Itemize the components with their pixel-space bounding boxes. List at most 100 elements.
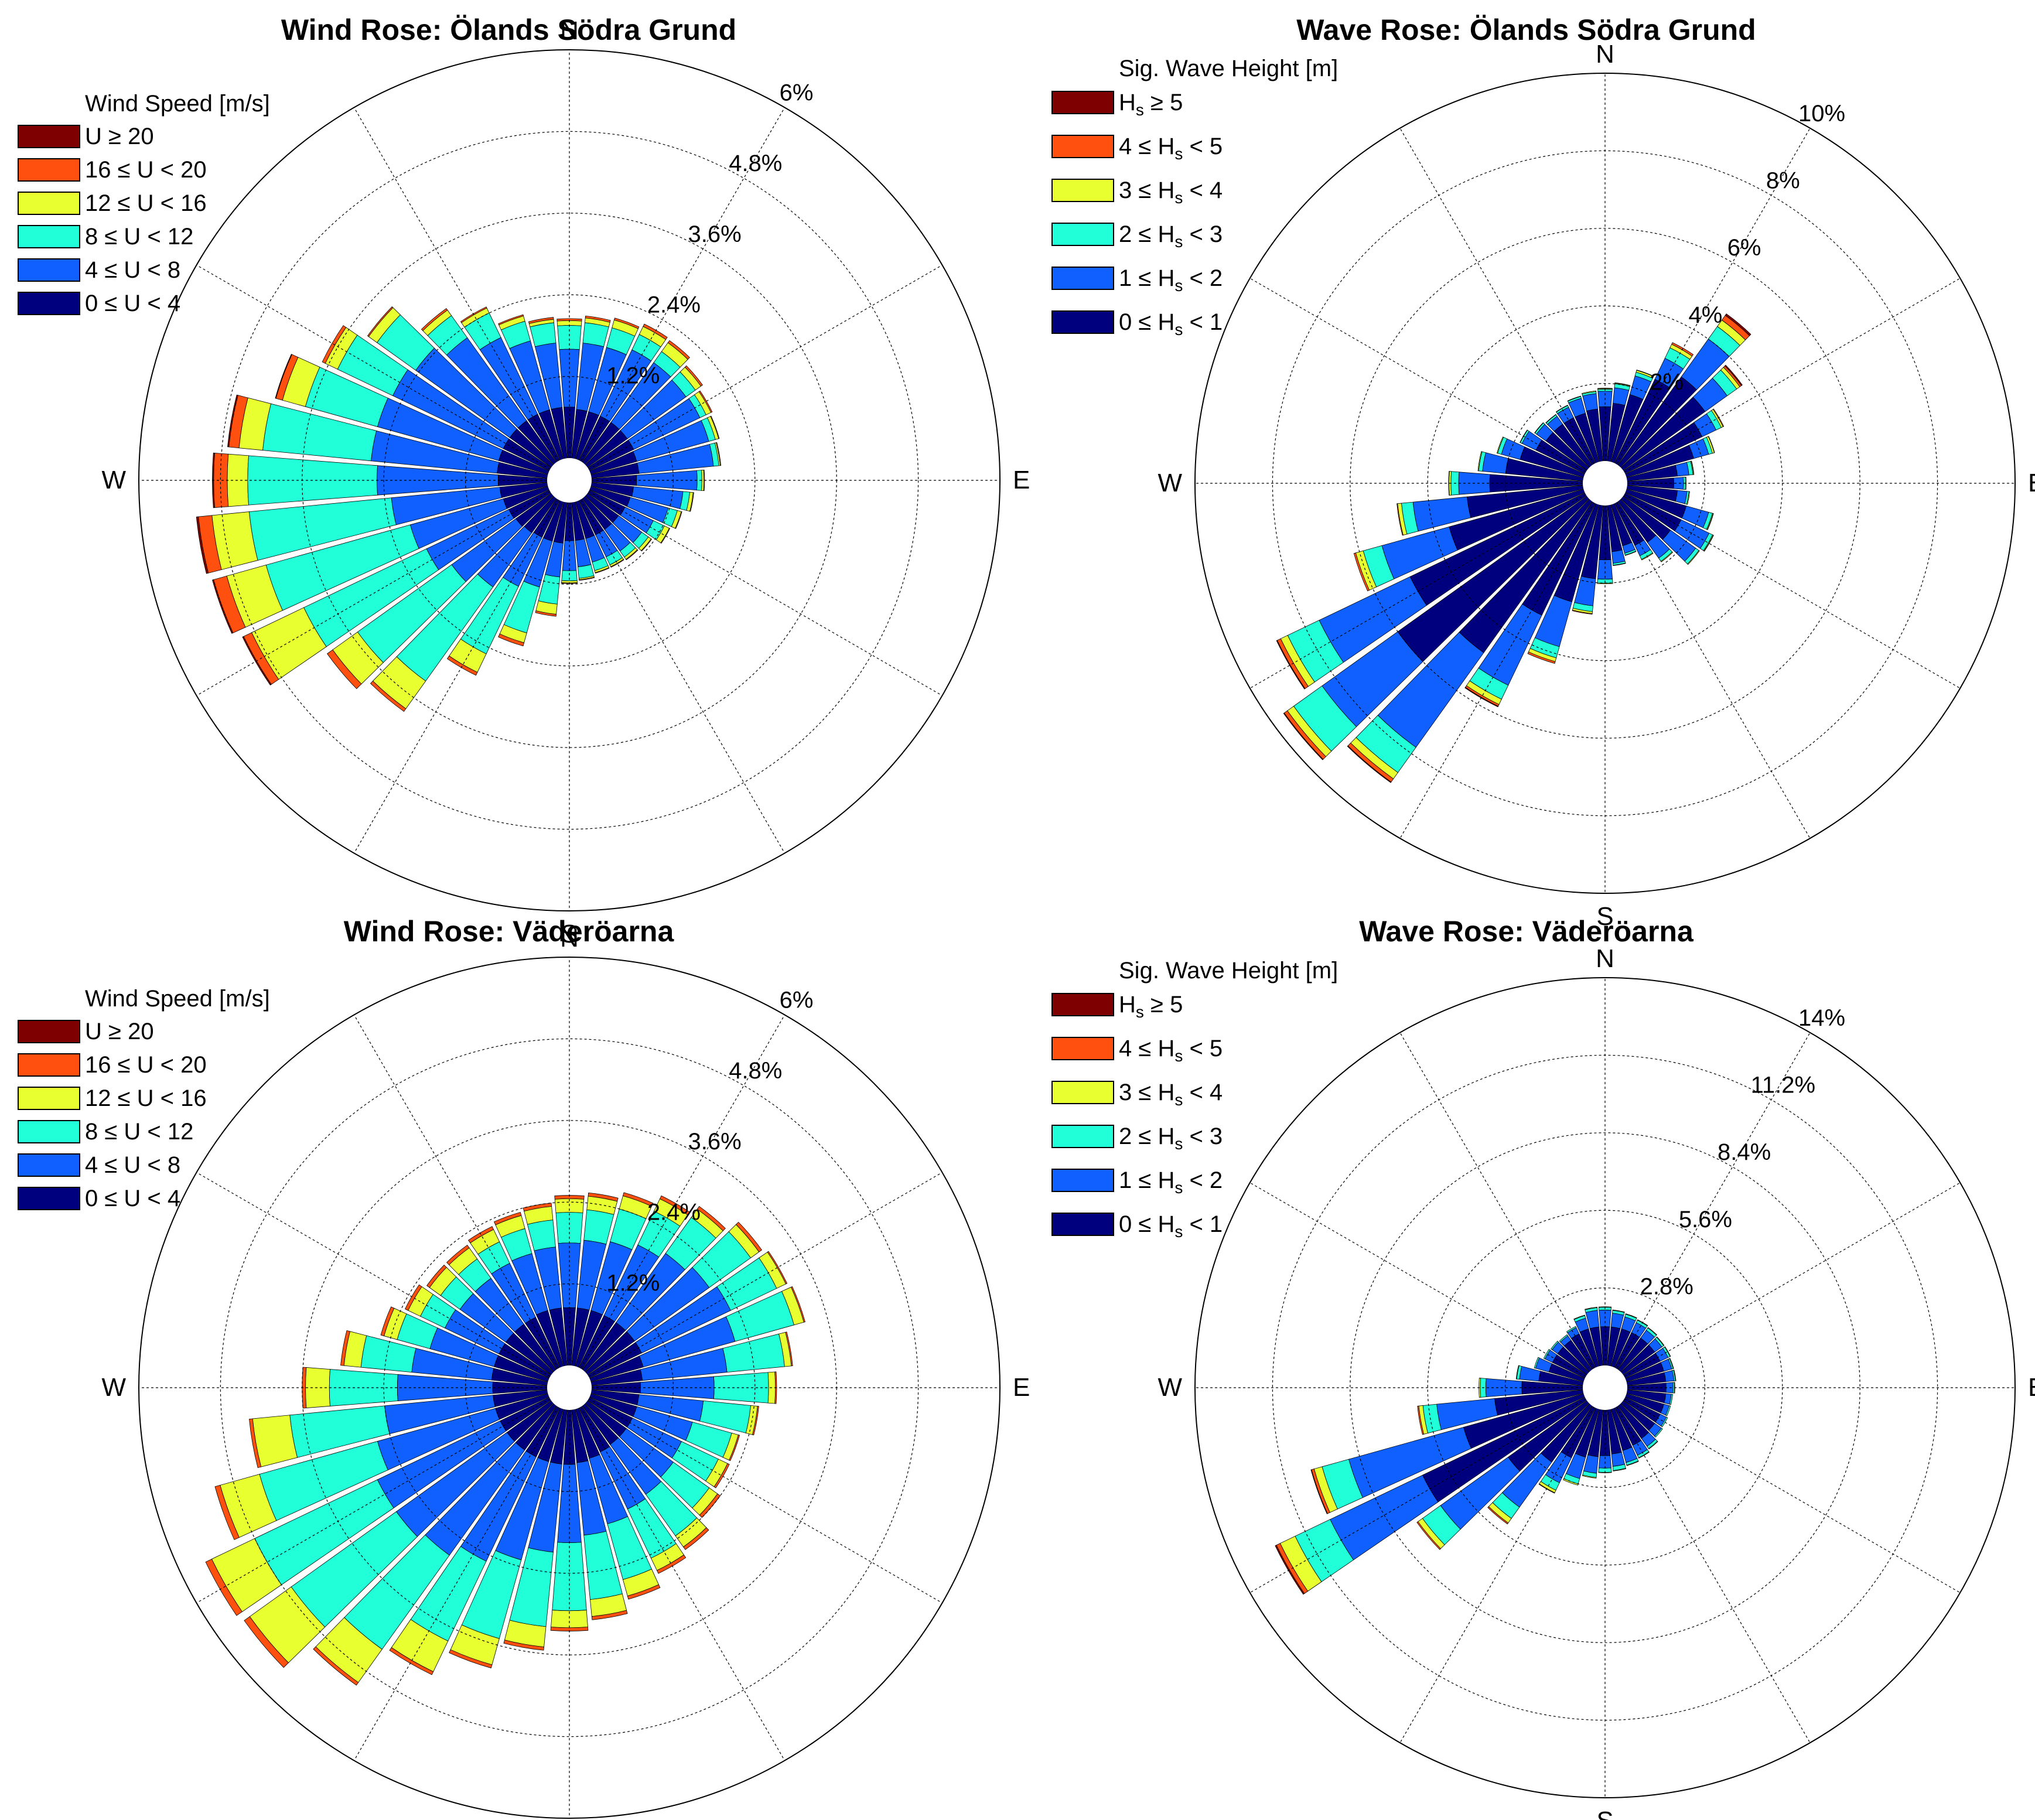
legend-label-text: 4 ≤ <box>1119 1036 1158 1061</box>
wave-rose-chart: 2.8% 5.6% 8.4% 11.2% 14% N E S W <box>1158 944 2035 1820</box>
legend-swatch <box>18 1053 80 1077</box>
legend-label-suffix: < 4 <box>1183 177 1223 203</box>
rose-sector <box>1611 1452 1626 1467</box>
center-hole <box>547 1365 592 1410</box>
legend-swatch <box>1051 1125 1114 1148</box>
legend-label-text: 1 ≤ <box>1119 265 1158 291</box>
direction-label-w: W <box>101 466 126 494</box>
legend-item: 0 ≤ Hs < 1 <box>1051 308 1356 339</box>
grid-spoke <box>1399 1032 1594 1369</box>
legend-swatch <box>1051 91 1114 114</box>
legend-label-text: 4 ≤ <box>1119 134 1158 159</box>
legend-item: 16 ≤ U < 20 <box>18 1050 322 1080</box>
direction-label-n: N <box>1596 40 1614 69</box>
ring-label: 2.4% <box>647 1200 701 1225</box>
legend-label: 0 ≤ U < 4 <box>85 1186 181 1211</box>
ring-label: 4% <box>1688 302 1722 328</box>
ring-label: 3.6% <box>688 1129 742 1155</box>
grid-spoke <box>1399 128 1594 465</box>
rose-sector <box>1582 393 1599 412</box>
legend-title: Sig. Wave Height [m] <box>1119 958 1339 984</box>
legend-swatch <box>1051 267 1114 290</box>
direction-label-n: N <box>1596 944 1614 973</box>
ring-label: 11.2% <box>1751 1072 1815 1098</box>
ring-label: 2.4% <box>647 292 701 318</box>
legend-label: 4 ≤ U < 8 <box>85 1152 181 1178</box>
legend-item: 1 ≤ Hs < 2 <box>1051 1166 1356 1197</box>
chart-title: Wind Rose: Ölands Södra Grund <box>281 13 737 46</box>
ring-label: 6% <box>780 987 814 1013</box>
ring-label: 6% <box>780 80 814 105</box>
legend-swatch <box>18 292 80 315</box>
ring-label: 1.2% <box>606 363 660 388</box>
grid-ring <box>383 1201 756 1574</box>
grid-ring <box>1504 383 1705 583</box>
legend-item: 0 ≤ Hs < 1 <box>1051 1210 1356 1241</box>
legend-label: 8 ≤ U < 12 <box>85 1119 194 1145</box>
direction-label-w: W <box>1158 1373 1182 1402</box>
ring-label: 6% <box>1727 235 1761 261</box>
center-hole <box>1583 461 1627 506</box>
legend-label-suffix: < 4 <box>1183 1080 1223 1105</box>
legend-label: 2 ≤ Hs < 3 <box>1119 1124 1223 1153</box>
legend-label-text: 0 ≤ <box>1119 309 1158 335</box>
grid-ring <box>1504 1287 1705 1488</box>
grid-spoke <box>1399 1406 1594 1743</box>
ring-label: 10% <box>1798 101 1845 127</box>
legend-item: 0 ≤ U < 4 <box>18 289 322 318</box>
legend-item: 16 ≤ U < 20 <box>18 155 322 185</box>
direction-label-w: W <box>101 1373 126 1402</box>
legend-item: 4 ≤ Hs < 5 <box>1051 132 1356 163</box>
chart-title: Wave Rose: Ölands Södra Grund <box>1296 13 1756 46</box>
panel-wave-rose-vaderoarna: Wave Rose: Väderöarna 2.8% 5.6% 8.4% 11.2% 1… <box>1018 910 2035 1820</box>
legend-item: 8 ≤ U < 12 <box>18 1117 322 1146</box>
rose-sector <box>1612 387 1630 406</box>
rose-sector <box>557 325 582 350</box>
grid-spoke <box>1249 278 1586 473</box>
grid-ring <box>1194 977 2016 1798</box>
legend-swatch <box>1051 1169 1114 1192</box>
legend-label-suffix: < 1 <box>1183 1211 1223 1237</box>
ring-label: 4.8% <box>729 151 782 176</box>
grid-ring <box>1194 73 2016 894</box>
legend-swatch <box>18 1153 80 1177</box>
legend-swatch <box>18 1087 80 1110</box>
center-hole <box>1583 1365 1627 1410</box>
legend-item: U ≥ 20 <box>18 122 322 151</box>
direction-label-s: S <box>1596 1807 1613 1820</box>
legend-label: Hs ≥ 5 <box>1119 90 1183 119</box>
grid-spoke <box>1624 1182 1961 1377</box>
direction-label-n: N <box>560 16 579 45</box>
legend-item: 2 ≤ Hs < 3 <box>1051 1122 1356 1153</box>
legend-item: 3 ≤ Hs < 4 <box>1051 176 1356 207</box>
legend-swatch <box>18 1187 80 1210</box>
direction-label-n: N <box>560 924 579 952</box>
rose-sector <box>527 1220 556 1251</box>
legend-label-suffix: < 5 <box>1183 134 1223 159</box>
legend-label-text: 2 ≤ <box>1119 1124 1158 1149</box>
ring-label: 2.8% <box>1640 1273 1693 1299</box>
legend-label: 4 ≤ Hs < 5 <box>1119 134 1223 163</box>
legend-swatch <box>1051 135 1114 158</box>
chart-title: Wind Rose: Väderöarna <box>343 915 674 948</box>
grid-spoke <box>1624 494 1961 689</box>
legend-label: 2 ≤ Hs < 3 <box>1119 221 1223 251</box>
rose-sector <box>213 452 229 508</box>
direction-label-e: E <box>2028 469 2035 497</box>
ring-label: 1.2% <box>606 1270 660 1296</box>
legend-item: 2 ≤ Hs < 3 <box>1051 220 1356 251</box>
legend-item: 3 ≤ Hs < 4 <box>1051 1078 1356 1109</box>
rose-sector <box>1611 549 1626 564</box>
legend-label: 12 ≤ U < 16 <box>85 190 207 216</box>
legend-item: 4 ≤ U < 8 <box>18 1150 322 1180</box>
legend-label-suffix: < 5 <box>1183 1036 1223 1061</box>
legend-swatch <box>18 192 80 215</box>
direction-label-w: W <box>1158 469 1182 497</box>
grid-spoke <box>1624 278 1961 473</box>
legend-swatch <box>1051 1213 1114 1236</box>
legend-label: 12 ≤ U < 16 <box>85 1085 207 1111</box>
legend-label-suffix: < 1 <box>1183 309 1223 335</box>
legend-item: U ≥ 20 <box>18 1017 322 1046</box>
legend-item: 1 ≤ Hs < 2 <box>1051 264 1356 295</box>
